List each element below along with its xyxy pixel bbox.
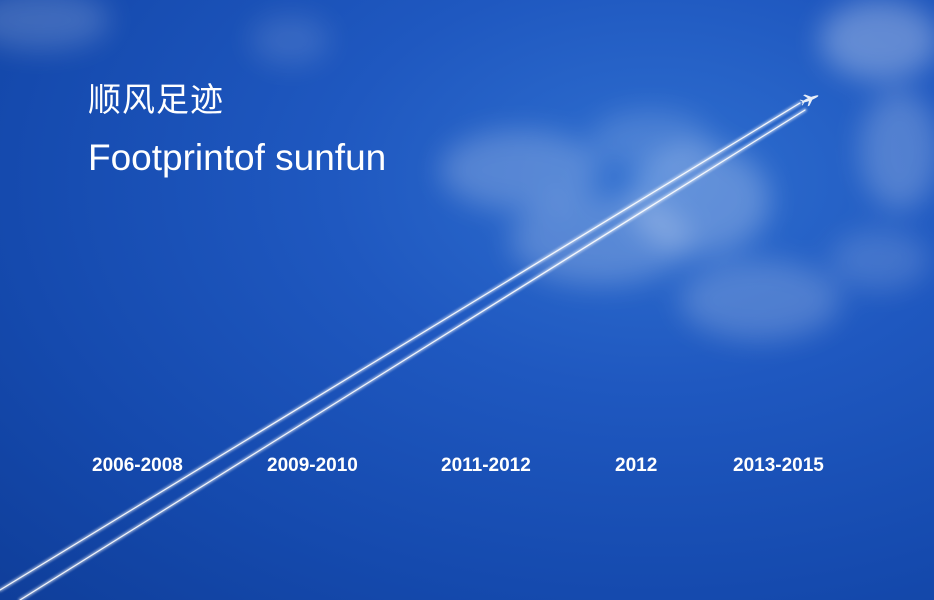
timeline-item-2009-2010[interactable]: 2009-2010 [267,455,358,476]
timeline-item-2011-2012[interactable]: 2011-2012 [441,455,531,476]
contrails [0,101,807,600]
timeline-item-2006-2008[interactable]: 2006-2008 [92,455,183,476]
timeline-nav: 2006-2008 2009-2010 2011-2012 2012 2013-… [0,453,934,483]
page-title-chinese: 顺风足迹 [88,80,224,119]
timeline-item-2013-2015[interactable]: 2013-2015 [733,455,824,476]
airplane-icon [799,94,819,107]
page-title-english: Footprintof sunfun [88,137,387,178]
timeline-item-2012[interactable]: 2012 [615,455,658,476]
